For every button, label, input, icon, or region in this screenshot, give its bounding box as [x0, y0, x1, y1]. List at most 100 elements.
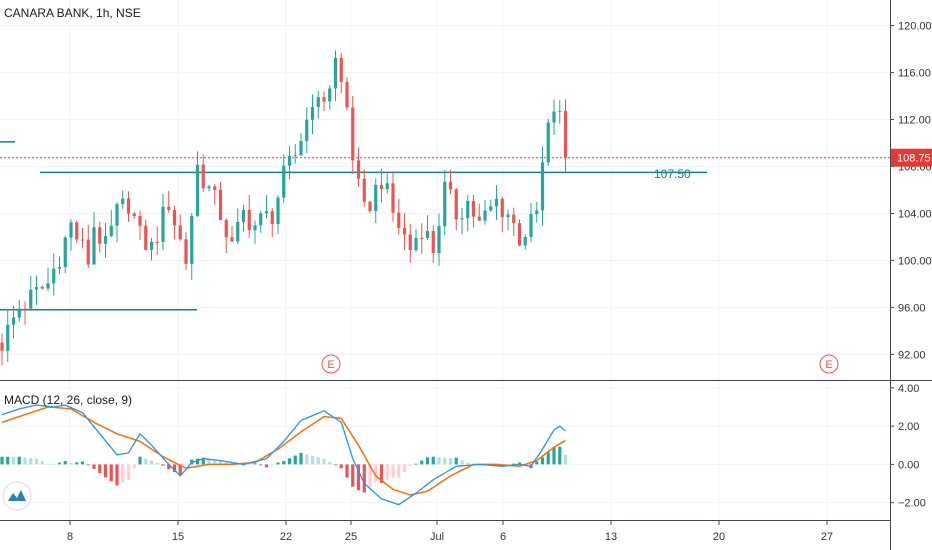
candle	[420, 223, 424, 254]
histogram-bar	[420, 460, 424, 465]
histogram-bar	[6, 456, 10, 465]
candle	[293, 144, 297, 164]
candle	[414, 229, 418, 252]
last-price-badge: 108.75	[891, 148, 932, 167]
candle	[374, 178, 378, 224]
candle	[546, 118, 550, 166]
histogram-bar	[132, 464, 136, 469]
candle	[264, 195, 269, 219]
histogram-bar	[293, 455, 297, 465]
x-tick-label: 22	[280, 531, 292, 543]
logo-icon[interactable]	[2, 481, 32, 511]
histogram-bar	[224, 461, 228, 465]
histogram-bar	[103, 464, 108, 478]
histogram-bar	[299, 452, 303, 465]
histogram-bar	[63, 461, 67, 465]
price-tick-label: 120.00	[898, 21, 932, 33]
histogram-bar	[230, 462, 234, 465]
macd-tick-label: 0.00	[898, 459, 919, 471]
histogram-bar	[184, 464, 188, 466]
histogram-bar	[126, 464, 131, 480]
histogram-bar	[276, 462, 280, 465]
x-tick-label: 20	[713, 531, 725, 543]
histogram-bar	[121, 464, 125, 483]
candle	[178, 214, 182, 241]
histogram-bar	[454, 457, 458, 465]
histogram-bar	[264, 464, 269, 468]
candle	[75, 220, 79, 244]
histogram-bar	[540, 457, 545, 465]
candle	[328, 85, 332, 110]
candle	[443, 169, 447, 236]
candle	[540, 146, 545, 226]
candle	[517, 219, 522, 247]
candle	[425, 215, 430, 240]
candle	[138, 210, 142, 241]
histogram-bar	[351, 464, 355, 487]
x-tick-label: 15	[172, 531, 184, 543]
candle	[437, 213, 441, 266]
histogram-bar	[270, 464, 274, 466]
histogram-bar	[247, 464, 251, 466]
candle	[368, 200, 372, 214]
candle	[46, 267, 50, 292]
candle	[121, 190, 125, 209]
candle	[270, 208, 274, 237]
candle	[132, 211, 136, 219]
candle	[379, 168, 384, 203]
histogram-bar	[34, 458, 39, 465]
histogram-bar	[328, 461, 332, 465]
candle	[207, 184, 211, 192]
candle	[471, 194, 476, 228]
candle	[431, 225, 435, 263]
macd-tick-label: −2.00	[898, 498, 926, 510]
histogram-bar	[144, 458, 148, 465]
histogram-bar	[397, 464, 401, 478]
histogram-bar	[437, 457, 441, 465]
candle	[276, 195, 280, 235]
histogram-bar	[259, 464, 263, 466]
candle	[558, 100, 562, 124]
price-tick-label: 116.00	[898, 68, 931, 80]
histogram-bar	[305, 454, 309, 465]
candle	[259, 210, 263, 233]
histogram-bar	[218, 460, 223, 465]
candle	[69, 219, 73, 251]
histogram-bar	[517, 462, 522, 465]
candle	[253, 220, 257, 244]
candle	[190, 213, 194, 280]
histogram-bar	[460, 460, 464, 465]
candle	[80, 227, 85, 249]
histogram-bar	[535, 461, 539, 465]
histogram-bar	[92, 464, 96, 469]
candle	[167, 190, 171, 213]
earnings-marker[interactable]: E	[819, 354, 839, 374]
candle	[282, 154, 286, 203]
histogram-bar	[115, 464, 119, 486]
candle	[356, 147, 361, 187]
candle	[92, 211, 96, 265]
candle	[466, 195, 470, 232]
x-tick-label: 13	[605, 531, 617, 543]
candle	[144, 219, 148, 251]
histogram-bar	[253, 463, 257, 465]
price-tick-label: 112.00	[898, 115, 931, 127]
candle	[333, 50, 338, 101]
histogram-bar	[23, 457, 27, 465]
candle	[103, 223, 108, 258]
histogram-bar	[109, 464, 113, 482]
earnings-marker[interactable]: E	[321, 354, 341, 374]
x-tick-label: 25	[345, 531, 357, 543]
histogram-bar	[213, 459, 217, 465]
candle	[236, 208, 240, 245]
candle	[29, 275, 33, 310]
macd-tick-label: 2.00	[898, 421, 919, 433]
histogram-bar	[356, 464, 361, 491]
histogram-bar	[138, 456, 142, 465]
histogram-bar	[443, 457, 447, 465]
x-tick-label: 6	[500, 531, 506, 543]
candle	[34, 275, 39, 305]
candle	[494, 185, 499, 220]
candle	[172, 205, 177, 240]
